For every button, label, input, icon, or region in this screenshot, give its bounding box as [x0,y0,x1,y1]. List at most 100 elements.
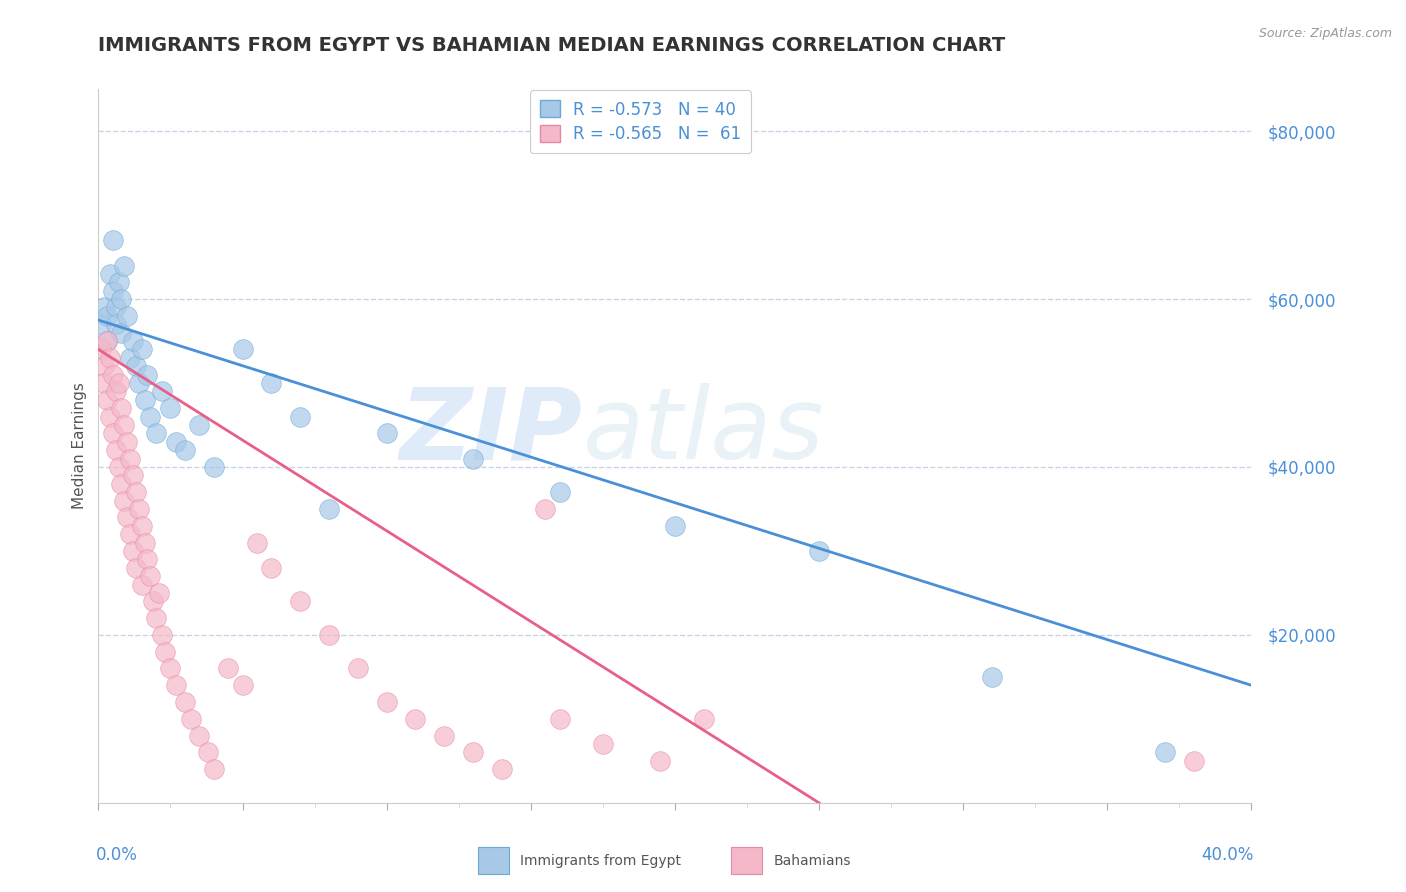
Y-axis label: Median Earnings: Median Earnings [72,383,87,509]
Point [433,729,456,743]
Point [93,301,115,315]
Point [202,460,225,475]
Point [807,544,830,558]
Point [231,678,254,692]
Point [112,259,135,273]
Text: Bahamians: Bahamians [773,854,851,868]
Point [318,628,340,642]
Point [98,351,121,365]
Point [101,368,124,382]
Point [134,535,156,549]
Point [128,502,150,516]
Point [93,359,115,374]
Point [98,267,121,281]
Text: ZIP: ZIP [399,384,582,480]
Point [174,695,197,709]
Point [96,392,118,407]
Text: Immigrants from Egypt: Immigrants from Egypt [520,854,682,868]
Point [104,443,127,458]
Point [260,376,283,390]
Point [125,560,148,574]
Point [131,577,153,591]
Point [104,384,127,399]
Point [98,409,121,424]
Point [346,661,368,675]
Point [548,712,571,726]
Point [153,645,176,659]
Point [117,434,138,449]
Point [136,368,159,382]
Point [290,409,312,424]
Point [96,334,118,348]
Point [117,510,138,524]
Point [117,309,138,323]
Point [96,334,118,348]
Point [548,485,571,500]
Point [142,594,165,608]
Point [405,712,427,726]
Point [112,493,135,508]
Point [101,426,124,441]
Point [101,284,124,298]
Point [125,359,148,374]
Point [120,527,142,541]
Point [375,695,398,709]
Point [104,318,127,332]
Point [165,434,187,449]
Point [148,586,170,600]
Point [107,275,129,289]
Text: 0.0%: 0.0% [96,846,138,863]
Point [131,518,153,533]
Point [128,376,150,390]
Point [90,318,112,332]
Point [180,712,202,726]
Point [101,233,124,247]
Point [461,746,484,760]
Point [150,628,173,642]
Point [150,384,173,399]
Point [131,343,153,357]
Point [188,729,211,743]
Point [104,301,127,315]
Legend: R = -0.573   N = 40, R = -0.565   N =  61: R = -0.573 N = 40, R = -0.565 N = 61 [530,90,751,153]
Point [202,762,225,776]
Point [165,678,187,692]
Point [174,443,197,458]
Point [110,401,132,416]
Point [90,343,112,357]
Text: Source: ZipAtlas.com: Source: ZipAtlas.com [1258,27,1392,40]
Point [188,417,211,432]
Point [122,468,145,483]
Point [110,326,132,340]
Point [159,401,181,416]
Point [461,451,484,466]
Point [246,535,269,549]
Point [318,502,340,516]
Point [260,560,283,574]
Point [981,670,1004,684]
Point [125,485,148,500]
Point [120,351,142,365]
Point [107,460,129,475]
Point [139,569,162,583]
Point [290,594,312,608]
Point [491,762,513,776]
Text: IMMIGRANTS FROM EGYPT VS BAHAMIAN MEDIAN EARNINGS CORRELATION CHART: IMMIGRANTS FROM EGYPT VS BAHAMIAN MEDIAN… [98,36,1005,54]
Point [112,417,135,432]
Point [93,376,115,390]
Point [534,502,557,516]
Point [592,737,614,751]
Point [1182,754,1205,768]
Point [110,292,132,306]
Point [122,334,145,348]
Point [96,309,118,323]
Point [197,746,219,760]
Point [107,376,129,390]
Text: atlas: atlas [582,384,824,480]
Point [159,661,181,675]
Point [136,552,159,566]
Point [664,518,686,533]
Point [120,451,142,466]
Text: 40.0%: 40.0% [1201,846,1254,863]
Point [1153,746,1175,760]
